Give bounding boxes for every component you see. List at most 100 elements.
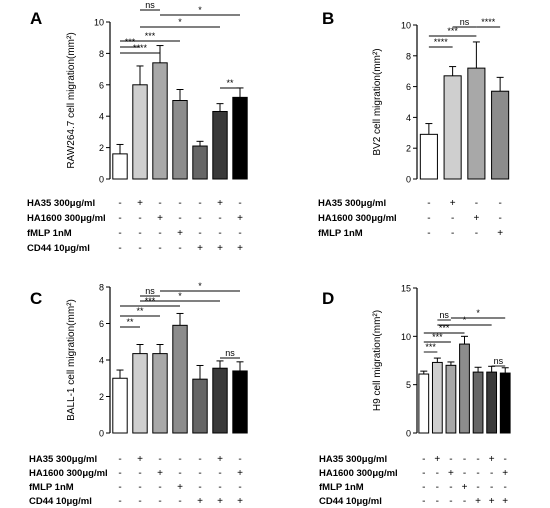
condition-label: HA1600 300μg/ml	[29, 468, 108, 479]
condition-mark: -	[436, 482, 439, 493]
condition-mark: -	[118, 228, 121, 239]
condition-mark: -	[118, 482, 121, 493]
condition-mark: -	[118, 468, 121, 479]
condition-mark: -	[451, 228, 454, 239]
condition-mark: -	[218, 468, 221, 479]
condition-mark: -	[218, 213, 221, 224]
bar-7	[499, 372, 511, 434]
significance-label: ***	[145, 31, 156, 41]
bar-3	[152, 353, 168, 434]
condition-mark: -	[178, 213, 181, 224]
condition-label: fMLP 1nM	[27, 228, 72, 239]
panel-letter: C	[30, 289, 42, 308]
condition-label: CD44 10μg/ml	[27, 243, 90, 254]
condition-mark: -	[476, 468, 479, 479]
condition-mark: +	[237, 468, 243, 479]
condition-mark: -	[178, 496, 181, 507]
y-tick-label: 8	[99, 283, 104, 293]
condition-mark: +	[502, 468, 508, 479]
significance-label: ns	[439, 310, 449, 320]
bar-4	[491, 90, 510, 180]
significance-label: ****	[133, 43, 148, 53]
bar-5	[192, 378, 208, 434]
bar-7	[232, 370, 248, 434]
condition-mark: +	[157, 213, 163, 224]
y-tick-label: 10	[401, 332, 411, 342]
condition-mark: -	[449, 482, 452, 493]
condition-label: fMLP 1nM	[29, 482, 74, 493]
condition-mark: -	[238, 482, 241, 493]
condition-mark: +	[177, 482, 183, 493]
condition-mark: -	[138, 228, 141, 239]
condition-mark: +	[502, 496, 508, 507]
condition-mark: -	[158, 482, 161, 493]
condition-mark: +	[448, 468, 454, 479]
condition-label: HA35 300μg/ml	[27, 198, 95, 209]
condition-mark: -	[198, 468, 201, 479]
condition-mark: -	[158, 496, 161, 507]
condition-mark: -	[490, 468, 493, 479]
condition-mark: -	[436, 468, 439, 479]
condition-mark: -	[451, 213, 454, 224]
y-tick-label: 0	[406, 175, 411, 185]
condition-mark: -	[158, 243, 161, 254]
y-tick-label: 2	[99, 392, 104, 402]
condition-mark: -	[476, 454, 479, 465]
y-axis-label: RAW264.7 cell migration(mm²)	[66, 32, 77, 168]
condition-mark: -	[138, 243, 141, 254]
condition-mark: +	[462, 482, 468, 493]
condition-mark: +	[450, 198, 456, 209]
significance-label: *	[178, 17, 182, 27]
condition-mark: +	[197, 496, 203, 507]
significance-label: *	[198, 5, 202, 15]
significance-label: ***	[439, 323, 450, 333]
y-axis-label: BALL-1 cell migration(mm²)	[66, 299, 77, 421]
bar-1	[112, 153, 128, 180]
y-tick-label: 0	[99, 429, 104, 439]
condition-mark: -	[138, 482, 141, 493]
y-tick-label: 4	[406, 113, 411, 123]
condition-label: fMLP 1nM	[319, 482, 364, 493]
significance-label: ns	[145, 0, 155, 10]
condition-mark: +	[489, 496, 495, 507]
panel-letter: D	[322, 289, 334, 308]
significance-label: **	[226, 78, 234, 88]
y-tick-label: 6	[406, 82, 411, 92]
condition-label: HA1600 300μg/ml	[318, 213, 397, 224]
bar-6	[212, 110, 228, 180]
condition-mark: -	[218, 482, 221, 493]
significance-label: **	[136, 306, 144, 316]
condition-mark: -	[422, 454, 425, 465]
bar-3	[467, 67, 486, 180]
condition-mark: -	[238, 228, 241, 239]
condition-mark: -	[178, 198, 181, 209]
condition-mark: -	[475, 198, 478, 209]
condition-mark: -	[198, 454, 201, 465]
significance-label: ***	[447, 26, 458, 36]
condition-mark: -	[118, 198, 121, 209]
y-axis-label: H9 cell migration(mm²)	[372, 310, 383, 411]
condition-mark: +	[157, 468, 163, 479]
condition-mark: -	[118, 213, 121, 224]
condition-label: HA35 300μg/ml	[29, 454, 97, 465]
y-tick-label: 5	[406, 380, 411, 390]
condition-mark: -	[504, 454, 507, 465]
condition-mark: +	[217, 454, 223, 465]
significance-label: ***	[432, 332, 443, 342]
condition-mark: -	[198, 228, 201, 239]
bar-1	[418, 373, 430, 434]
y-tick-label: 8	[406, 51, 411, 61]
condition-label: HA1600 300μg/ml	[27, 213, 106, 224]
condition-mark: +	[237, 243, 243, 254]
condition-mark: -	[158, 198, 161, 209]
bar-3	[445, 364, 457, 434]
significance-label: *	[198, 281, 202, 291]
y-tick-label: 2	[99, 143, 104, 153]
y-tick-label: 0	[99, 175, 104, 185]
significance-label: ns	[460, 17, 470, 27]
condition-mark: +	[434, 454, 440, 465]
condition-mark: -	[178, 454, 181, 465]
y-tick-label: 0	[406, 429, 411, 439]
